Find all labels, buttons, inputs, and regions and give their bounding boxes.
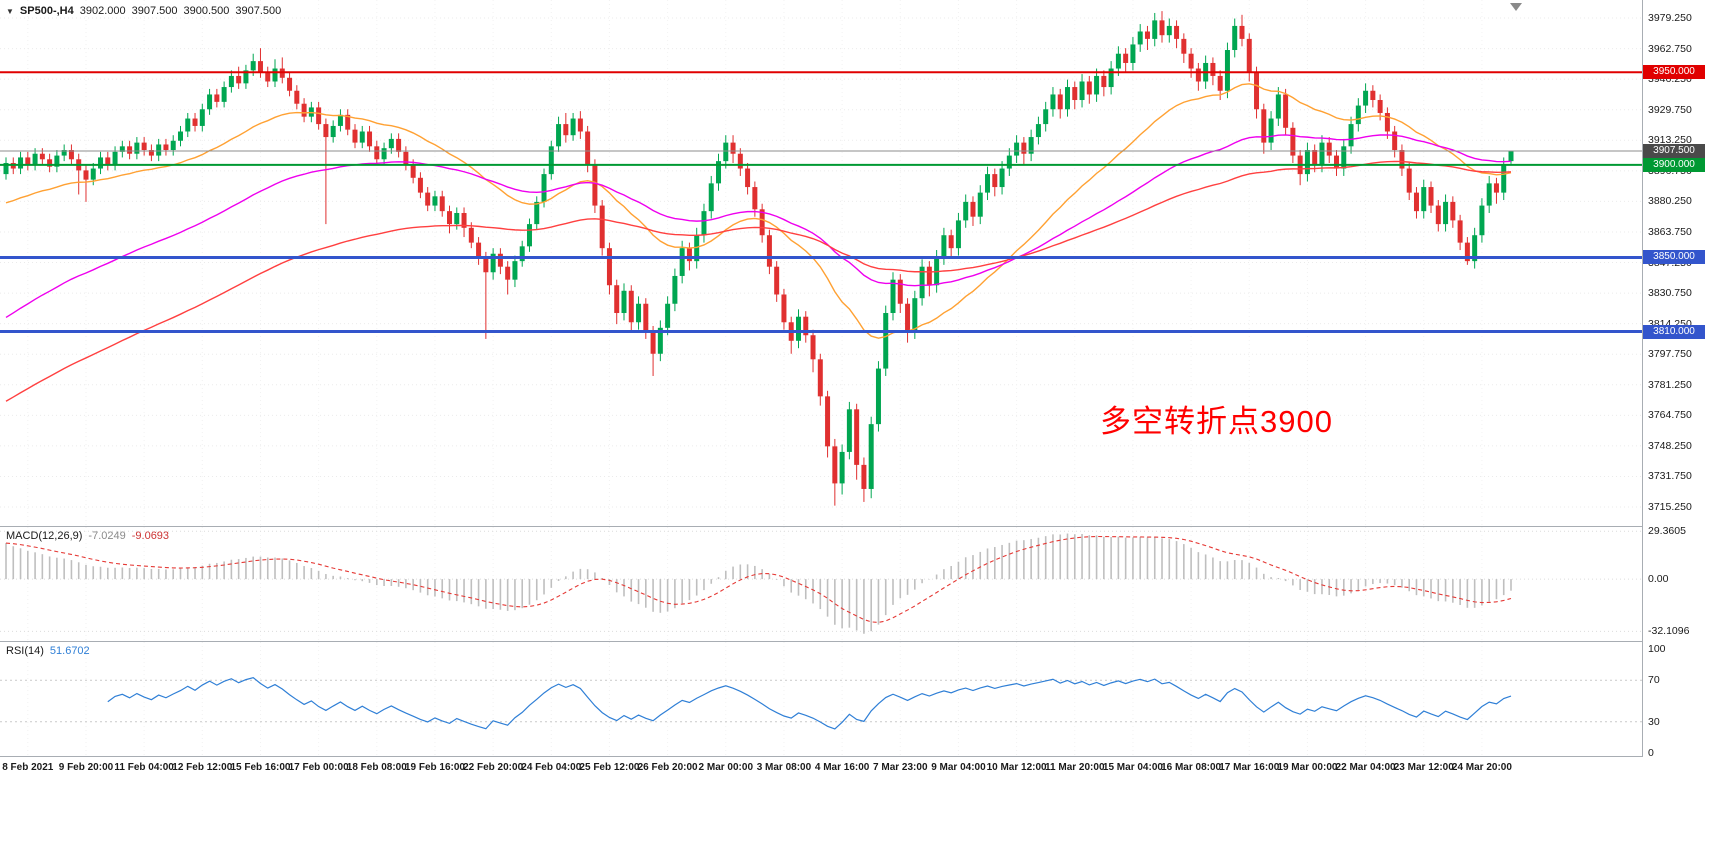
chart-menu-icon[interactable]: ▼: [6, 7, 14, 16]
panel-separator: [0, 641, 1642, 642]
time-axis-label: 18 Feb 08:00: [346, 762, 407, 773]
macd-value-signal: -9.0693: [131, 530, 170, 542]
time-axis-label: 25 Feb 12:00: [579, 762, 640, 773]
time-axis-label: 10 Mar 12:00: [986, 762, 1047, 773]
time-axis-label: 24 Feb 04:00: [521, 762, 582, 773]
time-axis-label: 11 Feb 04:00: [114, 762, 174, 773]
time-axis-label: 9 Mar 04:00: [931, 762, 986, 773]
macd-histogram: [5, 533, 1512, 634]
time-axis-label: 24 Mar 20:00: [1451, 762, 1512, 773]
time-axis-label: 23 Mar 12:00: [1393, 762, 1454, 773]
price-scale-label: 3880.250: [1648, 195, 1692, 208]
macd-panel-canvas[interactable]: [0, 527, 1642, 641]
price-scale-label: 3830.750: [1648, 287, 1692, 300]
rsi-value: 51.6702: [49, 645, 90, 657]
ohlc-open: 3902.000: [79, 5, 126, 17]
rsi-line: [107, 676, 1512, 730]
macd-name: MACD(12,26,9): [6, 530, 83, 542]
time-axis-label: 17 Mar 16:00: [1219, 762, 1280, 773]
time-axis-label: 17 Feb 00:00: [288, 762, 349, 773]
rsi-header: RSI(14) 51.6702: [6, 645, 96, 657]
time-axis-label: 12 Feb 12:00: [172, 762, 233, 773]
price-scale-label: 3979.250: [1648, 12, 1692, 25]
price-level-tag: 3810.000: [1643, 324, 1705, 339]
rsi-scale-label: 70: [1648, 674, 1660, 687]
macd-header: MACD(12,26,9) -7.0249 -9.0693: [6, 530, 175, 542]
level-lines: [0, 71, 1642, 334]
time-axis-label: 11 Mar 20:00: [1045, 762, 1105, 773]
chart-shift-marker: [1510, 3, 1522, 11]
price-scale-label: 3748.250: [1648, 439, 1692, 452]
time-axis-label: 15 Feb 16:00: [230, 762, 291, 773]
macd-scale-label: 29.3605: [1648, 525, 1686, 538]
price-scale-label: 3929.750: [1648, 103, 1692, 116]
ohlc-close: 3907.500: [235, 5, 282, 17]
macd-signal-line: [5, 535, 1512, 623]
time-axis-label: 16 Mar 08:00: [1161, 762, 1222, 773]
time-axis-label: 9 Feb 20:00: [58, 762, 114, 773]
price-scale-label: 3863.750: [1648, 225, 1692, 238]
rsi-scale-label: 100: [1648, 643, 1666, 655]
price-axis-border: [1642, 0, 1643, 757]
price-scale-label: 3764.750: [1648, 409, 1692, 422]
time-axis-label: 7 Mar 23:00: [873, 762, 928, 773]
time-axis-label: 15 Mar 04:00: [1102, 762, 1163, 773]
main-chart-canvas[interactable]: [0, 0, 1642, 526]
ma-lines: [5, 83, 1512, 402]
panel-separator: [0, 526, 1642, 527]
panel-separator: [0, 756, 1642, 757]
symbol-timeframe: SP500-,H4: [19, 5, 74, 17]
time-axis-label: 3 Mar 08:00: [756, 762, 812, 773]
ohlc-high: 3907.500: [131, 5, 178, 17]
candles-layer: [3, 11, 1514, 506]
rsi-scale-label: 0: [1648, 747, 1654, 759]
macd-scale-label: -32.1096: [1648, 625, 1690, 638]
rsi-name: RSI(14): [6, 645, 44, 657]
price-scale-label: 3731.750: [1648, 470, 1692, 483]
time-axis-label: 19 Feb 16:00: [404, 762, 465, 773]
time-axis-label: 22 Feb 20:00: [463, 762, 524, 773]
price-scale-label: 3781.250: [1648, 378, 1692, 391]
time-axis-label: 2 Mar 00:00: [698, 762, 754, 773]
macd-value-main: -7.0249: [88, 530, 126, 542]
price-scale-label: 3962.750: [1648, 42, 1692, 55]
price-level-tag: 3850.000: [1643, 250, 1705, 265]
time-axis-label: 22 Mar 04:00: [1335, 762, 1396, 773]
rsi-scale-label: 30: [1648, 715, 1660, 728]
time-axis-label: 4 Mar 16:00: [814, 762, 870, 773]
ohlc-low: 3900.500: [183, 5, 230, 17]
price-scale-label: 3797.750: [1648, 348, 1692, 361]
bid-price-tag: 3907.500: [1643, 143, 1705, 158]
annotation-text: 多空转折点3900: [1100, 404, 1333, 439]
chart-header: ▼ SP500-,H4 3902.000 3907.500 3900.500 3907.5…: [6, 5, 287, 17]
price-level-tag: 3950.000: [1643, 65, 1705, 80]
macd-scale-label: 0.00: [1648, 573, 1669, 586]
time-axis-label: 26 Feb 20:00: [637, 762, 698, 773]
time-axis-label: 8 Feb 2021: [2, 762, 54, 773]
rsi-panel-canvas[interactable]: [0, 642, 1642, 756]
grid-layer: [0, 0, 1642, 526]
price-level-tag: 3900.000: [1643, 157, 1705, 172]
time-axis-label: 19 Mar 00:00: [1277, 762, 1338, 773]
price-scale-label: 3715.250: [1648, 501, 1692, 514]
price-scale-label: 3913.250: [1648, 134, 1692, 147]
